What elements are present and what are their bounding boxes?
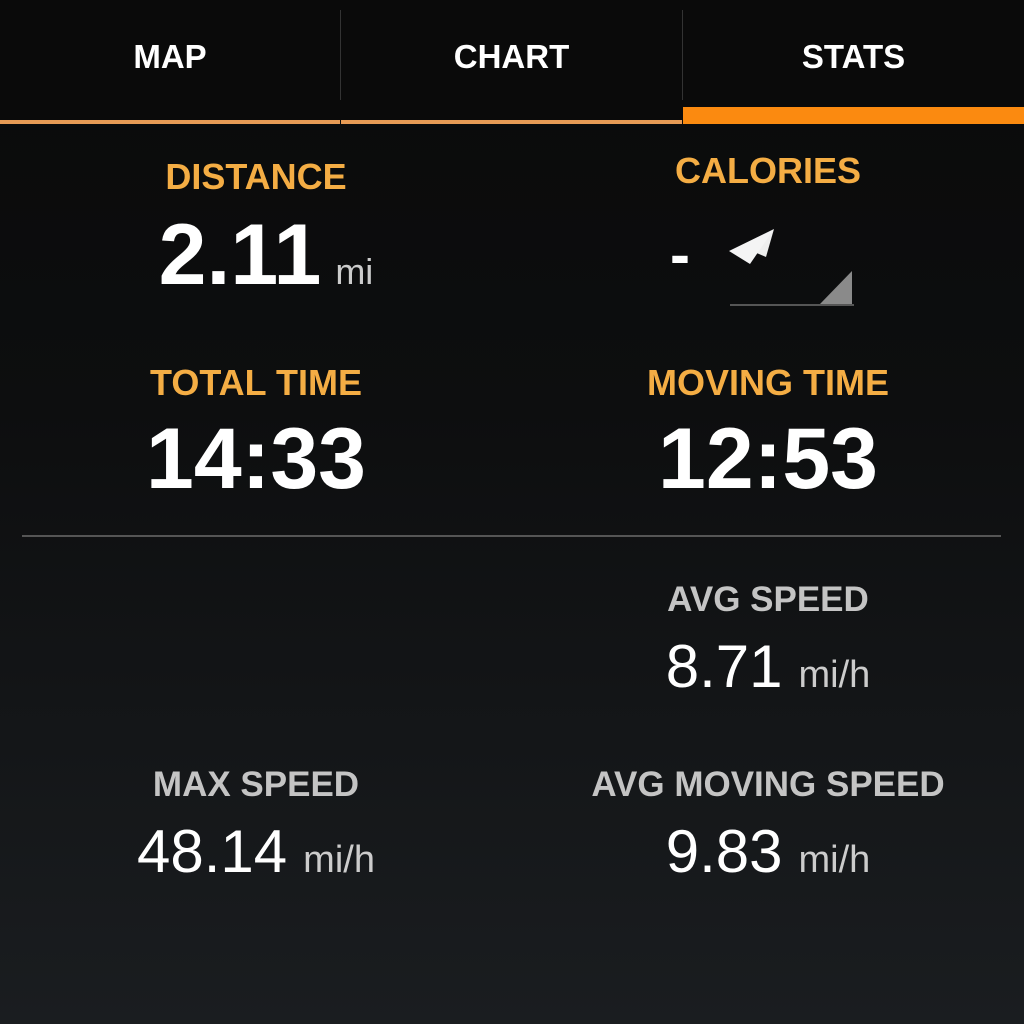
- distance-label: DISTANCE: [165, 156, 347, 197]
- total-time-value: 14:33: [146, 411, 366, 507]
- max-speed-value: 48.14 mi/h: [0, 817, 512, 886]
- tab-label: STATS: [801, 38, 906, 75]
- avg-speed-label: AVG SPEED: [667, 580, 869, 619]
- avg-moving-speed-number: 9.83: [665, 818, 783, 885]
- avg-moving-speed-unit: mi/h: [798, 839, 871, 881]
- avg-moving-speed-label: AVG MOVING SPEED: [591, 765, 945, 804]
- max-speed-unit: mi/h: [303, 839, 375, 881]
- distance-number: 2.11: [158, 207, 322, 303]
- avg-speed-unit: mi/h: [798, 654, 871, 696]
- distance-value: 2.11 mi: [0, 206, 512, 305]
- tab-indicator: [0, 120, 340, 124]
- tab-map[interactable]: MAP: [0, 0, 340, 124]
- avg-moving-speed-value: 9.83 mi/h: [512, 817, 1024, 886]
- distance-unit: mi: [335, 251, 374, 292]
- tab-label: MAP: [133, 38, 207, 75]
- divider: [22, 535, 1001, 537]
- tab-bar: MAP CHART STATS: [0, 0, 1024, 124]
- tab-indicator-active: [683, 107, 1024, 124]
- avg-speed-number: 8.71: [665, 633, 783, 700]
- moving-time-label: MOVING TIME: [647, 362, 889, 403]
- calories-value: -: [670, 221, 690, 288]
- calories-label: CALORIES: [674, 150, 861, 191]
- total-time-label: TOTAL TIME: [150, 362, 362, 403]
- max-speed-number: 48.14: [137, 818, 288, 885]
- tab-chart[interactable]: CHART: [341, 0, 682, 124]
- tab-indicator: [341, 120, 682, 124]
- moving-time-value: 12:53: [658, 411, 878, 507]
- tab-separator: [682, 10, 683, 100]
- location-arrow-icon: [729, 229, 854, 306]
- tab-label: CHART: [453, 38, 570, 75]
- max-speed-label: MAX SPEED: [152, 765, 360, 804]
- tab-separator: [340, 10, 341, 100]
- avg-speed-value: 8.71 mi/h: [512, 632, 1024, 701]
- tab-stats[interactable]: STATS: [683, 0, 1024, 124]
